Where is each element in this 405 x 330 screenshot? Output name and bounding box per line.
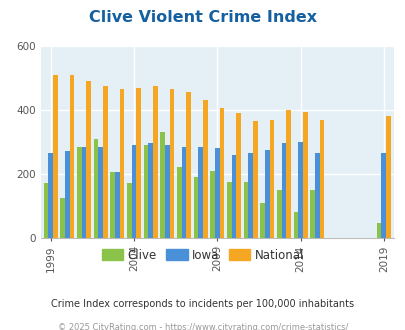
Bar xyxy=(319,119,323,238)
Bar xyxy=(260,203,264,238)
Bar xyxy=(81,147,86,238)
Bar xyxy=(226,182,231,238)
Bar xyxy=(193,177,198,238)
Bar xyxy=(236,113,240,238)
Bar xyxy=(127,183,131,238)
Bar xyxy=(86,81,91,238)
Bar xyxy=(202,100,207,238)
Bar xyxy=(286,110,290,238)
Bar xyxy=(65,151,69,238)
Bar xyxy=(131,145,136,238)
Bar xyxy=(93,139,98,238)
Bar xyxy=(177,167,181,238)
Bar xyxy=(119,89,124,238)
Bar xyxy=(198,147,202,238)
Bar xyxy=(69,75,74,238)
Bar xyxy=(43,183,48,238)
Bar xyxy=(110,172,115,238)
Bar xyxy=(385,116,390,238)
Bar xyxy=(210,171,214,238)
Bar xyxy=(214,148,219,238)
Bar xyxy=(243,182,247,238)
Bar xyxy=(98,147,102,238)
Bar xyxy=(53,75,58,238)
Text: Clive Violent Crime Index: Clive Violent Crime Index xyxy=(89,10,316,25)
Bar xyxy=(160,132,164,238)
Bar xyxy=(169,89,174,238)
Text: © 2025 CityRating.com - https://www.cityrating.com/crime-statistics/: © 2025 CityRating.com - https://www.city… xyxy=(58,323,347,330)
Bar xyxy=(153,86,157,238)
Bar xyxy=(143,145,148,238)
Bar xyxy=(247,153,252,238)
Bar xyxy=(297,142,302,238)
Bar xyxy=(302,112,307,238)
Bar xyxy=(60,198,65,238)
Bar xyxy=(219,108,224,238)
Bar xyxy=(115,172,119,238)
Bar xyxy=(276,190,281,238)
Legend: Clive, Iowa, National: Clive, Iowa, National xyxy=(97,244,308,266)
Text: Crime Index corresponds to incidents per 100,000 inhabitants: Crime Index corresponds to incidents per… xyxy=(51,299,354,309)
Bar xyxy=(264,150,269,238)
Bar xyxy=(376,223,381,238)
Bar xyxy=(293,212,297,238)
Bar xyxy=(102,86,107,238)
Bar xyxy=(314,153,319,238)
Bar xyxy=(309,190,314,238)
Bar xyxy=(148,144,153,238)
Bar xyxy=(381,153,385,238)
Bar xyxy=(252,121,257,238)
Bar xyxy=(186,92,190,238)
Bar xyxy=(77,147,81,238)
Bar xyxy=(231,155,236,238)
Bar xyxy=(181,147,186,238)
Bar xyxy=(136,88,141,238)
Bar xyxy=(48,153,53,238)
Bar xyxy=(269,119,273,238)
Bar xyxy=(164,145,169,238)
Bar xyxy=(281,144,286,238)
